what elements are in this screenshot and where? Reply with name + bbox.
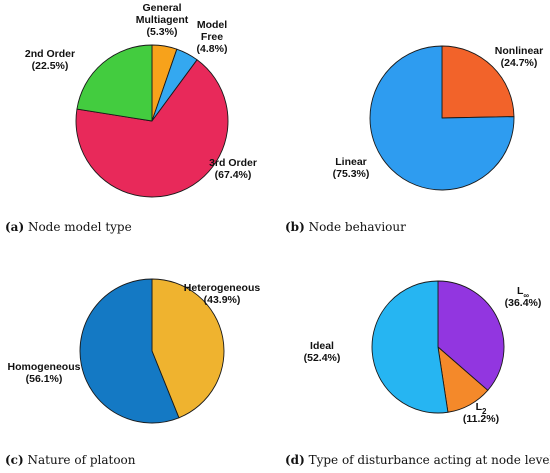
slice-label: Ideal (52.4%) bbox=[304, 340, 341, 364]
slice-label-line: General bbox=[142, 2, 181, 14]
caption-c: (c) Nature of platoon bbox=[5, 453, 136, 467]
slice-label-line: (22.5%) bbox=[32, 60, 69, 72]
pie-panel-b: Nonlinear (24.7%) Linear (75.3%) (b) Node b… bbox=[275, 0, 550, 236]
pie-slice bbox=[79, 278, 180, 424]
pie-slice bbox=[437, 280, 505, 391]
slice-label-line: (11.2%) bbox=[463, 413, 499, 425]
pie-panel-c: Heterogeneous (43.9%) Homogeneous (56.1%) (… bbox=[0, 236, 275, 472]
pie-panel-d: L∞ (36.4%) L2 (11.2%) Ideal (52.4%) (d) Type … bbox=[275, 236, 550, 472]
pie-slice bbox=[75, 59, 229, 198]
slice-label-line: Homogeneous bbox=[8, 361, 81, 373]
slice-label-line: (75.3%) bbox=[333, 168, 370, 180]
slice-label-subscript: 2 bbox=[482, 407, 487, 416]
pie-panel-a: General Multiagent (5.3%) Model Free (4.8%) 3r… bbox=[0, 0, 275, 236]
pie-chart-b: Nonlinear (24.7%) Linear (75.3%) bbox=[333, 45, 543, 191]
slice-label-line: Nonlinear bbox=[495, 45, 543, 57]
slice-label-base: L bbox=[476, 401, 483, 413]
slice-label: Linear (75.3%) bbox=[333, 156, 370, 180]
slice-label: L2 (11.2%) bbox=[463, 401, 499, 425]
slice-label-line: (5.3%) bbox=[147, 26, 178, 38]
pie-chart-c: Heterogeneous (43.9%) Homogeneous (56.1%) bbox=[8, 278, 261, 424]
slice-label-subscript: ∞ bbox=[523, 291, 529, 300]
slice-label-line: Heterogeneous bbox=[184, 282, 261, 294]
slice-label-line: (4.8%) bbox=[197, 43, 228, 55]
pie-slice bbox=[371, 280, 449, 414]
pie-chart-a: General Multiagent (5.3%) Model Free (4.8%) 3r… bbox=[25, 2, 257, 198]
slice-label: 2nd Order (22.5%) bbox=[25, 48, 75, 72]
slice-label-base: L bbox=[517, 285, 524, 297]
slice-label-line: Multiagent bbox=[136, 14, 189, 26]
slice-label-line: Linear bbox=[335, 156, 367, 168]
caption-text-a: Node model type bbox=[24, 220, 132, 234]
caption-letter-c: (c) bbox=[5, 453, 24, 467]
pie-chart-d: L∞ (36.4%)L2 (11.2%)Ideal (52.4%) bbox=[304, 280, 542, 425]
slice-label: L∞ (36.4%) bbox=[505, 285, 542, 309]
slice-label-line: (56.1%) bbox=[26, 373, 63, 385]
caption-letter-a: (a) bbox=[5, 220, 25, 234]
caption-letter-b: (b) bbox=[285, 220, 305, 234]
slice-label-line: 2nd Order bbox=[25, 48, 75, 60]
caption-text-d: Type of disturbance acting at node level bbox=[304, 453, 550, 467]
slice-label-line: (43.9%) bbox=[204, 294, 241, 306]
caption-letter-d: (d) bbox=[285, 453, 305, 467]
pie-slice bbox=[76, 44, 153, 122]
pie-slice bbox=[151, 278, 225, 419]
slice-label-line: (52.4%) bbox=[304, 352, 341, 364]
slice-label: 3rd Order (67.4%) bbox=[209, 157, 257, 181]
slice-label-line: L∞ bbox=[517, 285, 529, 300]
slice-label: Nonlinear (24.7%) bbox=[495, 45, 543, 69]
slice-label-line: L2 bbox=[476, 401, 487, 416]
pie-slice bbox=[441, 45, 515, 119]
slice-label-line: (24.7%) bbox=[501, 57, 538, 69]
slice-label-line: (67.4%) bbox=[215, 169, 252, 181]
caption-d: (d) Type of disturbance acting at node l… bbox=[285, 453, 550, 467]
slice-label-line: 3rd Order bbox=[209, 157, 257, 169]
slice-label: Heterogeneous (43.9%) bbox=[184, 282, 261, 306]
slice-label: General Multiagent (5.3%) bbox=[136, 2, 189, 38]
slice-label-line: (36.4%) bbox=[505, 297, 542, 309]
slice-label: Model Free (4.8%) bbox=[197, 19, 228, 55]
pie-slice bbox=[369, 45, 515, 191]
slice-label: Homogeneous (56.1%) bbox=[8, 361, 81, 385]
caption-text-c: Nature of platoon bbox=[23, 453, 136, 467]
slice-label-line: Model bbox=[197, 19, 227, 31]
caption-b: (b) Node behaviour bbox=[285, 220, 406, 234]
caption-a: (a) Node model type bbox=[5, 220, 132, 234]
slice-label-line: Ideal bbox=[310, 340, 334, 352]
slice-label-line: Free bbox=[201, 31, 223, 43]
caption-text-b: Node behaviour bbox=[304, 220, 406, 234]
